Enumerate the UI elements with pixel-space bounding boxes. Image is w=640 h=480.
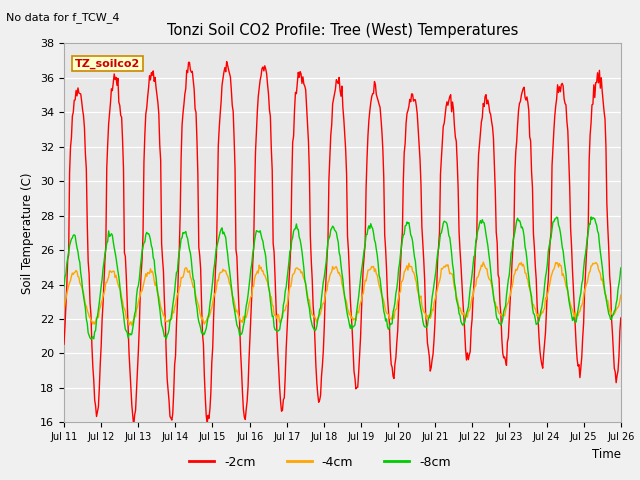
Legend: -2cm, -4cm, -8cm: -2cm, -4cm, -8cm (184, 451, 456, 474)
Title: Tonzi Soil CO2 Profile: Tree (West) Temperatures: Tonzi Soil CO2 Profile: Tree (West) Temp… (166, 23, 518, 38)
X-axis label: Time: Time (592, 448, 621, 461)
Text: TZ_soilco2: TZ_soilco2 (75, 59, 140, 69)
Y-axis label: Soil Temperature (C): Soil Temperature (C) (22, 172, 35, 294)
Text: No data for f_TCW_4: No data for f_TCW_4 (6, 12, 120, 23)
